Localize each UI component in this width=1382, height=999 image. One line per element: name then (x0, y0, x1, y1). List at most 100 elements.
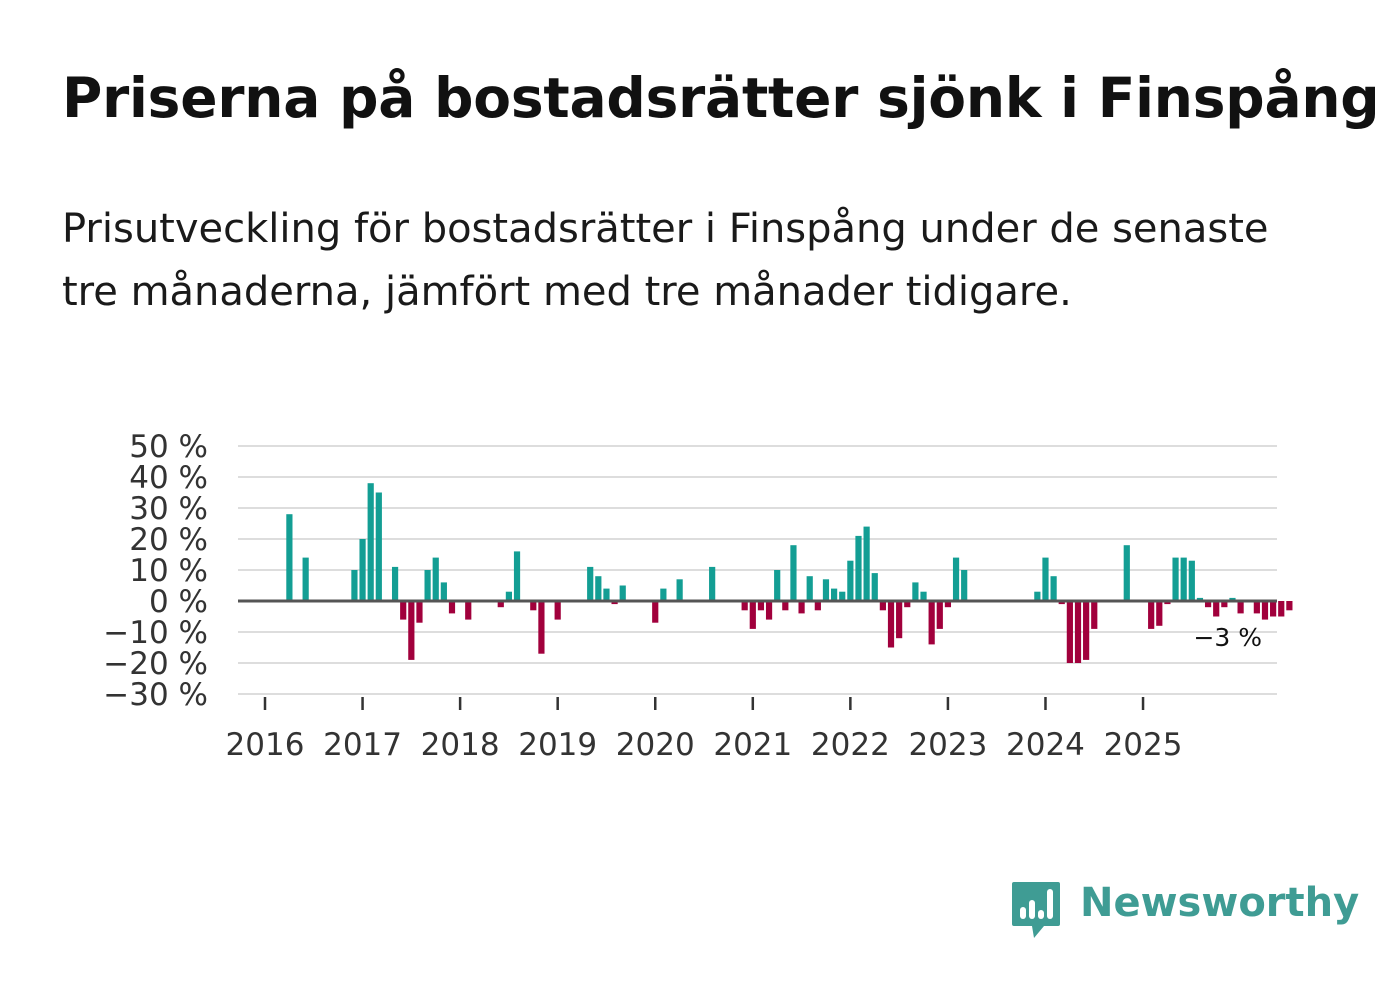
y-tick-label: 10 % (129, 553, 208, 589)
bar-2017-06 (400, 601, 407, 620)
bar-2021-10 (822, 579, 830, 601)
bar-2017-10 (432, 557, 439, 601)
chart-subtitle: Prisutveckling för bostadsrätter i Finsp… (62, 206, 1269, 315)
y-tick-label: −30 % (103, 677, 208, 713)
bar-undefined (1278, 601, 1285, 617)
y-tick-label: −20 % (103, 646, 208, 682)
bar-2017-05 (391, 566, 399, 601)
bar-2018-10 (530, 601, 537, 611)
bar-2018-06 (497, 601, 504, 608)
bar-2025-12 (1229, 597, 1236, 601)
bar-2021-03 (765, 601, 773, 620)
bar-2017-03 (375, 492, 382, 601)
bar-2022-08 (904, 601, 911, 608)
bar-2025-11 (1221, 601, 1228, 608)
annotations: −3 % (1193, 623, 1262, 652)
bar-2024-02 (1050, 576, 1057, 601)
bar-2020-01 (652, 601, 659, 623)
bar-2025-03 (1156, 601, 1163, 626)
bar-2016-04 (286, 514, 293, 601)
bar-2017-01 (359, 539, 366, 601)
bar-2025-07 (1188, 560, 1195, 601)
bar-undefined (1270, 601, 1277, 617)
bar-2017-09 (424, 570, 431, 601)
bar-2022-07 (896, 601, 903, 639)
y-tick-label: 50 % (129, 429, 208, 465)
bar-undefined (1261, 601, 1269, 620)
bar-2023-02 (952, 557, 960, 601)
bar-2016-06 (302, 557, 309, 601)
bar-2023-01 (944, 601, 952, 608)
bar-2017-12 (448, 601, 456, 614)
bar-2024-05 (1074, 601, 1082, 663)
brand-name: Newsworthy (1080, 880, 1360, 926)
bar-2021-02 (757, 601, 765, 611)
bar-2024-01 (1042, 557, 1049, 601)
bar-2021-07 (798, 601, 805, 614)
bar-2021-08 (806, 576, 813, 601)
bar-2024-03 (1058, 601, 1065, 605)
bars (286, 483, 1293, 663)
bar-2021-09 (814, 601, 821, 611)
bar-2022-09 (912, 582, 919, 601)
bar-2023-12 (1034, 591, 1041, 601)
bar-2022-03 (863, 526, 870, 601)
chart-title: Priserna på bostadsrätter sjönk i Finspå… (62, 66, 1380, 130)
bar-2021-05 (782, 601, 789, 611)
x-tick-label: 2021 (713, 727, 792, 763)
y-tick-label: 0 % (149, 584, 208, 620)
x-tick-label: 2020 (616, 727, 695, 763)
bar-2018-11 (538, 601, 545, 654)
bar-2017-11 (440, 582, 447, 601)
bar-2025-02 (1148, 601, 1155, 629)
bar-2019-09 (619, 585, 626, 601)
bar-2024-07 (1091, 601, 1098, 629)
x-tick-label: 2017 (323, 727, 402, 763)
bar-2018-02 (465, 601, 472, 620)
bar-2019-07 (603, 588, 610, 601)
x-axis-ticks: 2016 2017 2018 2019 2020 2021 2022 2023 2024 2025 (226, 697, 1182, 763)
bar-2025-05 (1172, 557, 1179, 601)
bar-2022-12 (936, 601, 943, 629)
bar-2018-08 (513, 551, 521, 601)
bar-2025-09 (1204, 601, 1212, 608)
latest-value-label: −3 % (1193, 623, 1262, 652)
bar-2025-08 (1196, 597, 1204, 601)
bar-2021-11 (831, 588, 838, 601)
y-tick-label: 20 % (129, 522, 208, 558)
y-tick-label: 40 % (129, 460, 208, 496)
bar-2019-01 (554, 601, 561, 620)
bar-2025-10 (1213, 601, 1220, 617)
bar-2017-08 (416, 601, 423, 623)
bar-2020-12 (741, 601, 748, 611)
bar-2019-06 (595, 576, 602, 601)
bar-2019-05 (587, 566, 594, 601)
bar-undefined (1237, 601, 1244, 614)
bar-2022-06 (887, 601, 895, 648)
bar-2021-06 (790, 545, 797, 601)
bar-2018-07 (505, 591, 512, 601)
x-tick-label: 2024 (1006, 727, 1085, 763)
x-tick-label: 2022 (811, 727, 890, 763)
bar-2025-04 (1164, 601, 1171, 605)
bar-chart: 50 %40 %30 %20 %10 %0 %−10 %−20 %−30 % 2… (103, 429, 1293, 763)
bar-2023-03 (961, 570, 968, 601)
bar-2022-01 (847, 560, 854, 601)
bar-2022-04 (871, 573, 878, 601)
bar-2020-08 (709, 566, 716, 601)
y-tick-label: 30 % (129, 491, 208, 527)
newsworthy-logo-icon (1012, 882, 1060, 938)
bar-2017-02 (367, 483, 374, 601)
bar-2025-06 (1180, 557, 1187, 601)
bar-2019-08 (611, 601, 618, 605)
bar-2017-07 (408, 601, 415, 660)
x-tick-label: 2023 (908, 727, 987, 763)
x-tick-label: 2019 (518, 727, 597, 763)
bar-2021-04 (774, 570, 781, 601)
bar-2024-06 (1083, 601, 1090, 660)
bar-2022-05 (879, 601, 886, 611)
y-axis-ticks: 50 %40 %30 %20 %10 %0 %−10 %−20 %−30 % (103, 429, 208, 713)
bar-2022-02 (855, 535, 862, 601)
bar-2022-10 (920, 591, 927, 601)
bar-2024-11 (1123, 545, 1130, 601)
